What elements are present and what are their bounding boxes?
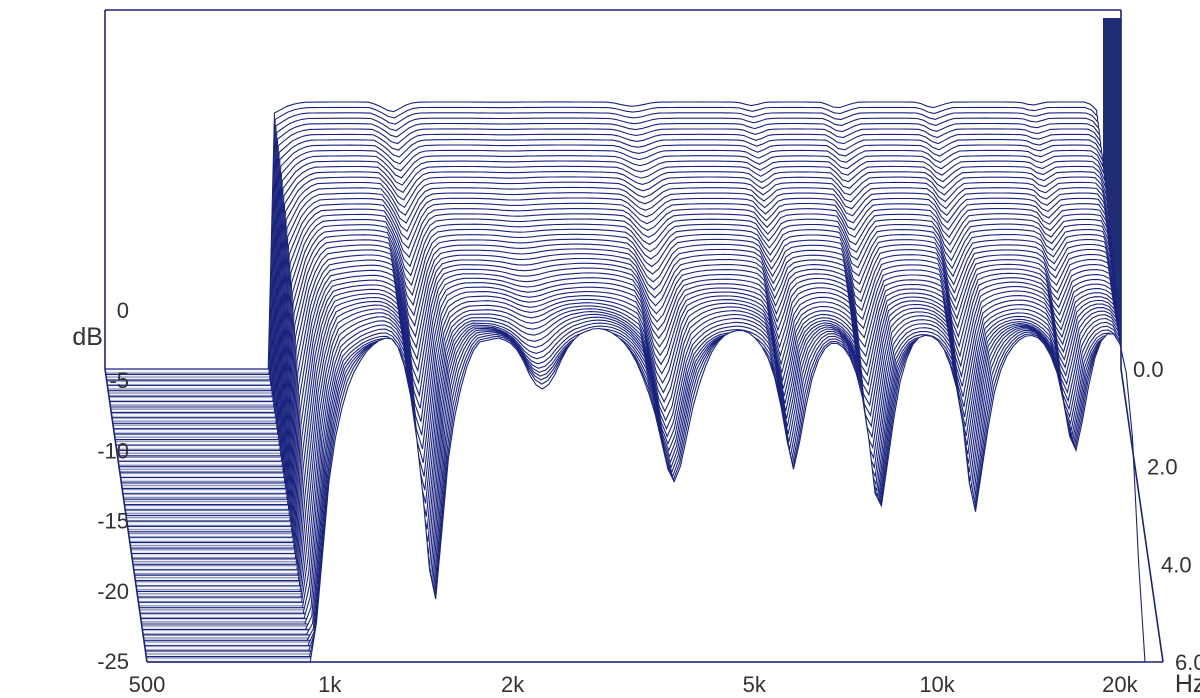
y-tick: -15 bbox=[97, 509, 129, 534]
y-axis-label: dB bbox=[72, 323, 103, 351]
y-tick: -5 bbox=[109, 368, 129, 393]
x-tick: 2k bbox=[501, 672, 525, 697]
y-tick: 0 bbox=[117, 298, 129, 323]
y-tick: -20 bbox=[97, 579, 129, 604]
y-tick: -25 bbox=[97, 649, 129, 674]
z-tick: 4.0 bbox=[1161, 552, 1192, 577]
x-tick: 5k bbox=[743, 672, 767, 697]
z-tick: 2.0 bbox=[1147, 455, 1178, 480]
z-tick: 0.0 bbox=[1133, 357, 1164, 382]
x-tick: 20k bbox=[1102, 672, 1138, 697]
x-tick: 1k bbox=[318, 672, 342, 697]
waterfall-svg: 0-5-10-15-20-25dB5001k2k5k10k20kHz0.02.0… bbox=[0, 0, 1200, 698]
x-tick: 500 bbox=[129, 672, 166, 697]
z-tick: 6.0 bbox=[1175, 650, 1200, 675]
waterfall-plot: { "canvas":{"w":1200,"h":698}, "box3d":{… bbox=[0, 0, 1200, 698]
y-tick: -10 bbox=[97, 438, 129, 463]
x-tick: 10k bbox=[919, 672, 955, 697]
